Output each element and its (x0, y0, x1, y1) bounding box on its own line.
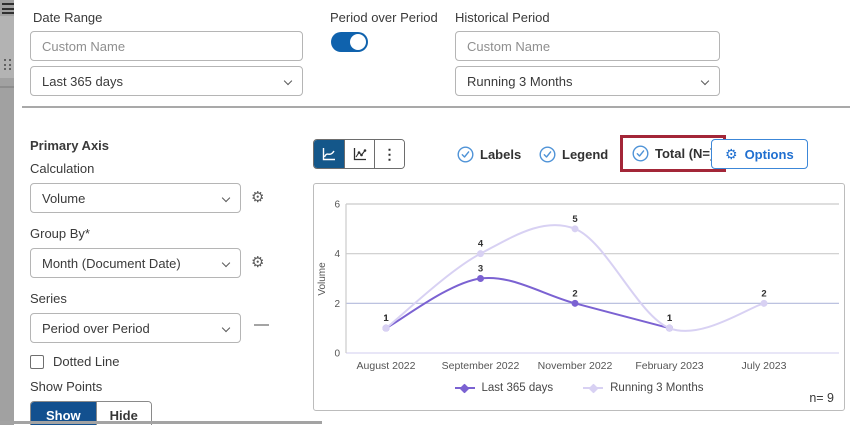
date-range-label: Date Range (33, 10, 103, 25)
section-divider (22, 106, 850, 108)
labels-toggle[interactable]: Labels (457, 139, 521, 169)
group-by-select[interactable]: Month (Document Date) (30, 248, 241, 278)
left-rail (0, 0, 14, 425)
date-range-value: Last 365 days (42, 73, 123, 89)
data-point[interactable] (477, 275, 484, 282)
bottom-divider (0, 421, 322, 424)
data-point[interactable] (382, 324, 390, 332)
calculation-select[interactable]: Volume (30, 183, 241, 213)
show-points-label: Show Points (30, 379, 103, 394)
labels-toggle-label: Labels (480, 146, 522, 162)
data-point[interactable] (666, 324, 673, 332)
svg-text:0: 0 (334, 349, 340, 360)
options-button[interactable]: ⚙ Options (711, 139, 808, 169)
historical-period-select[interactable]: Running 3 Months (455, 66, 720, 96)
group-by-settings-gear-icon[interactable]: ⚙ (251, 254, 265, 271)
data-point[interactable] (760, 299, 768, 307)
line-with-points-chart-icon (353, 148, 366, 161)
data-point[interactable] (477, 250, 484, 258)
gear-icon: ⚙ (725, 146, 738, 162)
svg-text:2: 2 (572, 288, 577, 299)
check-circle-icon (539, 145, 556, 163)
svg-text:2: 2 (334, 299, 340, 310)
legend-marker-icon (583, 383, 604, 393)
point-chart-type-button[interactable] (344, 140, 374, 168)
period-over-period-label: Period over Period (330, 10, 438, 25)
line-chart-icon (322, 148, 335, 161)
svg-text:6: 6 (334, 200, 340, 211)
svg-text:February 2023: February 2023 (635, 360, 703, 372)
legend-label: Running 3 Months (610, 382, 704, 394)
dotted-line-checkbox[interactable] (30, 354, 44, 369)
legend-label: Last 365 days (481, 382, 554, 394)
svg-text:1: 1 (383, 313, 389, 324)
calculation-settings-gear-icon[interactable]: ⚙ (251, 189, 265, 206)
legend-item[interactable]: Last 365 days (454, 382, 554, 394)
svg-text:Volume: Volume (317, 262, 328, 296)
calculation-value: Volume (42, 190, 86, 206)
chevron-down-icon (283, 76, 293, 86)
period-over-period-toggle[interactable] (331, 32, 368, 52)
total-n-annotation-highlight[interactable]: Total (N=) (620, 135, 727, 172)
svg-text:1: 1 (667, 313, 673, 324)
legend-marker-icon (454, 383, 475, 393)
calculation-label: Calculation (30, 161, 95, 176)
svg-text:5: 5 (572, 214, 578, 225)
chevron-down-icon (221, 323, 231, 333)
chart-type-segmented-control: ⋮ (313, 139, 405, 169)
primary-axis-title: Primary Axis (30, 138, 110, 153)
chart-container: 0 2 4 6 Volume August 2022 September 2022 Novem… (313, 183, 845, 411)
check-circle-icon (457, 145, 474, 163)
svg-text:August 2022: August 2022 (357, 360, 416, 372)
rail-divider (0, 86, 14, 88)
rail-scrollbar-thumb[interactable] (0, 16, 14, 78)
show-points-segmented-control: Show Hide (30, 401, 152, 425)
svg-text:4: 4 (334, 249, 340, 260)
legend-toggle-label: Legend (562, 146, 609, 162)
chevron-down-icon (221, 193, 231, 203)
check-circle-icon (632, 145, 649, 162)
historical-period-value: Running 3 Months (467, 73, 573, 89)
svg-text:1: 1 (667, 313, 673, 324)
date-range-select[interactable]: Last 365 days (30, 66, 303, 96)
historical-period-label: Historical Period (455, 10, 550, 25)
svg-text:3: 3 (478, 264, 483, 275)
series-value: Period over Period (42, 320, 150, 336)
legend-toggle[interactable]: Legend (539, 139, 608, 169)
group-by-value: Month (Document Date) (42, 255, 181, 271)
hide-button[interactable]: Hide (95, 402, 151, 425)
line-chart-type-button[interactable] (314, 140, 344, 168)
drag-handle-icon[interactable] (4, 59, 11, 70)
historical-period-name-input[interactable] (455, 31, 720, 61)
show-button[interactable]: Show (31, 402, 96, 425)
group-by-label: Group By* (30, 226, 90, 241)
series-label: Series (30, 291, 67, 306)
legend-item[interactable]: Running 3 Months (583, 382, 703, 394)
chart-svg: 0 2 4 6 Volume August 2022 September 2022 Novem… (317, 200, 839, 372)
data-point[interactable] (571, 225, 579, 233)
more-chart-options-button[interactable]: ⋮ (374, 140, 404, 168)
svg-text:1: 1 (383, 313, 389, 324)
svg-text:2: 2 (761, 288, 766, 299)
options-button-label: Options (744, 146, 794, 162)
svg-text:September 2022: September 2022 (442, 360, 520, 372)
data-point[interactable] (571, 299, 579, 307)
svg-text:July 2023: July 2023 (742, 360, 787, 372)
chevron-down-icon (221, 258, 231, 268)
chevron-down-icon (700, 76, 710, 86)
date-range-name-input[interactable] (30, 31, 303, 61)
svg-text:November 2022: November 2022 (538, 360, 613, 372)
n-count-label: n= 9 (809, 391, 834, 405)
svg-text:4: 4 (478, 239, 484, 250)
total-n-toggle-label: Total (N=) (655, 146, 715, 161)
dotted-line-label: Dotted Line (53, 354, 120, 369)
chart-legend: Last 365 days Running 3 Months (314, 382, 844, 394)
toggle-knob (350, 34, 366, 50)
remove-series-button[interactable]: — (254, 316, 269, 333)
series-select[interactable]: Period over Period (30, 313, 241, 343)
menu-icon[interactable] (2, 3, 14, 17)
vertical-ellipsis-icon: ⋮ (382, 146, 397, 162)
